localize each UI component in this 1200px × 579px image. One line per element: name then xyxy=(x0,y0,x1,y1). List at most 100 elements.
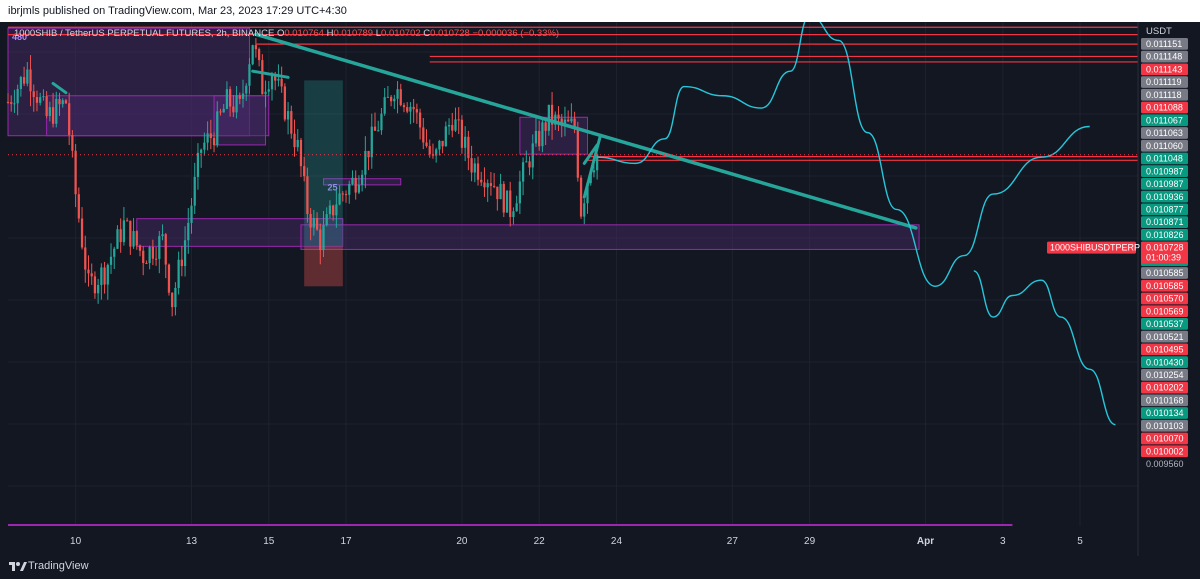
candle-body xyxy=(177,259,180,288)
candle-body xyxy=(283,86,286,120)
price-scale-value: 0.011148 xyxy=(1146,52,1182,62)
supply-demand-zone xyxy=(7,27,250,137)
candle-body xyxy=(341,193,344,195)
candle-body xyxy=(570,118,573,122)
candle-body xyxy=(122,220,126,243)
projection-path-secondary xyxy=(973,270,1116,426)
candle-body xyxy=(22,77,26,84)
candle-body xyxy=(32,91,35,98)
price-scale-value: 0.010585 xyxy=(1146,281,1184,291)
candle-body xyxy=(87,269,90,274)
ohlc-high-label: H xyxy=(327,28,334,39)
candle-body xyxy=(557,114,560,119)
candle-body xyxy=(270,75,274,90)
x-tick-label: 22 xyxy=(534,536,546,547)
candle-body xyxy=(344,194,348,196)
candle-body xyxy=(425,142,428,147)
chart-background xyxy=(0,22,1200,556)
supply-demand-zone xyxy=(46,95,270,137)
price-chart[interactable]: 480 25 1000SHIB / TetherUS PERPETUAL FUTUR… xyxy=(0,22,1200,556)
candle-body xyxy=(51,107,55,124)
zone-label: 25 xyxy=(327,183,337,193)
candle-body xyxy=(396,89,399,99)
candle-body xyxy=(158,236,161,259)
x-tick-label: 27 xyxy=(727,536,739,547)
candle-body xyxy=(348,183,351,195)
candle-body xyxy=(338,193,341,205)
candle-body xyxy=(113,248,116,257)
candle-body xyxy=(354,177,357,193)
candle-body xyxy=(109,256,113,265)
candle-body xyxy=(42,96,45,98)
candle-body xyxy=(322,225,325,251)
candle-body xyxy=(531,143,534,168)
price-scale-tag xyxy=(1141,178,1188,190)
candle-body xyxy=(377,130,380,132)
candle-body xyxy=(412,106,415,110)
candle-body xyxy=(518,181,522,204)
publish-note: ibrjmls published on TradingView.com, Ma… xyxy=(8,5,347,17)
price-scale-tag xyxy=(1141,190,1188,203)
candle-body xyxy=(505,190,509,213)
projection-path xyxy=(597,22,1090,287)
footer-bar: TradingView xyxy=(0,556,1200,579)
tradingview-logo-icon xyxy=(9,562,27,571)
candle-body xyxy=(451,125,454,131)
candle-body xyxy=(193,176,196,206)
candle-body xyxy=(280,78,283,87)
candle-body xyxy=(512,211,515,218)
price-scale-tag xyxy=(1141,228,1188,241)
price-scale-value: 0.011143 xyxy=(1146,64,1182,74)
price-scale-value: 0.010495 xyxy=(1146,345,1184,355)
candle-body xyxy=(554,114,557,125)
price-scale-value: 0.010254 xyxy=(1146,370,1184,380)
price-scale-value: 0.010987 xyxy=(1146,179,1184,189)
last-price-value: 0.010728 xyxy=(1146,243,1184,253)
candle-body xyxy=(464,136,467,148)
candle-body xyxy=(351,177,354,184)
candle-body xyxy=(357,184,361,193)
candle-body xyxy=(364,150,367,175)
candle-body xyxy=(303,166,306,177)
ohlc-open: 0.010764 xyxy=(284,28,326,39)
currency-label: USDT xyxy=(1146,26,1172,37)
brand-name: TradingView xyxy=(28,560,89,572)
candle-body xyxy=(161,234,164,237)
price-scale-value: 0.011088 xyxy=(1146,103,1183,113)
candle-body xyxy=(361,174,364,185)
candle-body xyxy=(480,179,483,183)
x-tick-label: 10 xyxy=(70,536,82,547)
price-scale-tag xyxy=(1141,445,1188,458)
candle-body xyxy=(61,100,64,105)
candle-body xyxy=(402,105,406,108)
price-scale-tag xyxy=(1141,432,1188,445)
price-scale-tag xyxy=(1141,407,1188,419)
candle-body xyxy=(521,162,525,182)
candle-body xyxy=(373,126,377,131)
candle-body xyxy=(441,140,444,147)
candle-body xyxy=(132,231,135,247)
price-scale-value: 0.010569 xyxy=(1146,306,1184,316)
candle-body xyxy=(576,127,579,178)
x-tick-label: 29 xyxy=(804,536,816,547)
candle-body xyxy=(380,113,383,131)
candle-body xyxy=(267,89,270,92)
price-scale-tag xyxy=(1141,76,1188,88)
price-scale-value: 0.010521 xyxy=(1146,332,1184,342)
candle-body xyxy=(586,183,589,204)
candle-body xyxy=(438,140,441,150)
candle-body xyxy=(35,97,39,103)
candles xyxy=(6,38,599,317)
trend-line xyxy=(51,81,68,95)
candle-body xyxy=(100,267,103,285)
candle-body xyxy=(541,122,544,147)
candle-body xyxy=(534,130,538,144)
candle-body xyxy=(26,69,29,84)
candle-body xyxy=(71,135,74,151)
price-scale-tag xyxy=(1141,50,1188,63)
candle-body xyxy=(573,118,576,128)
candle-body xyxy=(261,60,264,95)
price-scale-value: 0.010987 xyxy=(1146,166,1184,176)
candle-body xyxy=(567,119,570,122)
candle-body xyxy=(415,109,418,113)
